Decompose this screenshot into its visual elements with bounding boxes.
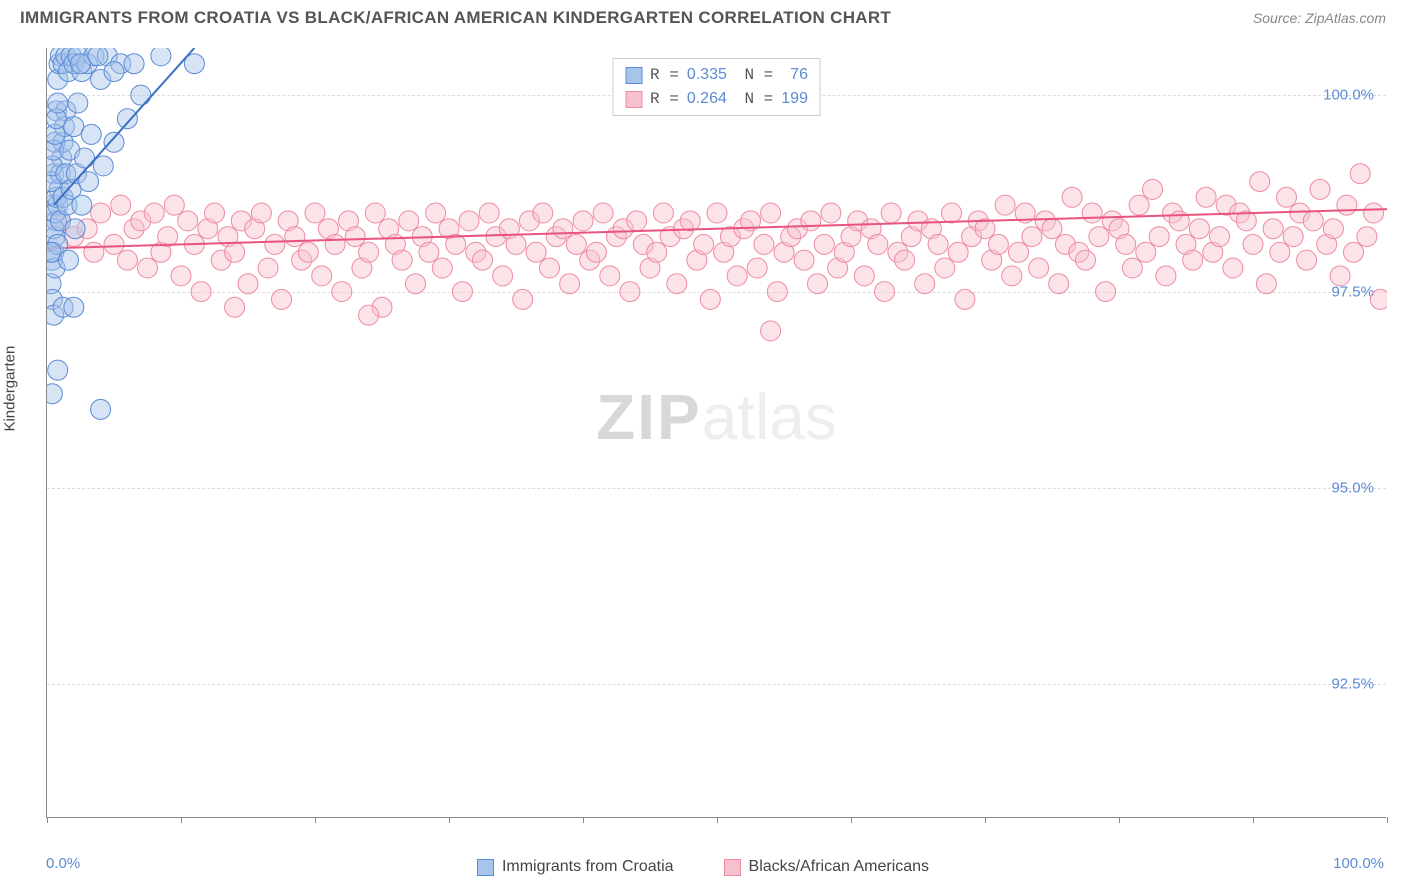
r-label: R =	[650, 87, 679, 111]
legend-swatch-1	[477, 859, 494, 876]
stats-row-1: R = 0.335 N = 76	[625, 63, 808, 87]
r-value-2: 0.264	[687, 87, 727, 111]
n-value-2: 199	[781, 87, 808, 111]
y-axis-label: Kindergarten	[2, 346, 19, 432]
swatch-series2	[625, 91, 642, 108]
r-label: R =	[650, 63, 679, 87]
chart-container: Kindergarten ZIPatlas R = 0.335 N = 76 R…	[0, 40, 1406, 892]
stats-row-2: R = 0.264 N = 199	[625, 87, 808, 111]
swatch-series1	[625, 67, 642, 84]
x-tick	[1387, 817, 1388, 823]
legend-swatch-2	[724, 859, 741, 876]
chart-header: IMMIGRANTS FROM CROATIA VS BLACK/AFRICAN…	[0, 0, 1406, 32]
scatter-svg	[47, 48, 1387, 818]
chart-title: IMMIGRANTS FROM CROATIA VS BLACK/AFRICAN…	[20, 8, 891, 28]
stats-legend: R = 0.335 N = 76 R = 0.264 N = 199	[612, 58, 821, 116]
bottom-legend: Immigrants from Croatia Blacks/African A…	[0, 858, 1406, 876]
legend-label-1: Immigrants from Croatia	[502, 858, 674, 876]
r-value-1: 0.335	[687, 63, 727, 87]
legend-item-1: Immigrants from Croatia	[477, 858, 674, 876]
source-label: Source: ZipAtlas.com	[1253, 10, 1386, 26]
n-value-1: 76	[781, 63, 808, 87]
legend-item-2: Blacks/African Americans	[724, 858, 930, 876]
plot-area: ZIPatlas R = 0.335 N = 76 R = 0.264 N = …	[46, 48, 1386, 818]
n-label: N =	[735, 87, 773, 111]
legend-label-2: Blacks/African Americans	[749, 858, 930, 876]
n-label: N =	[735, 63, 773, 87]
